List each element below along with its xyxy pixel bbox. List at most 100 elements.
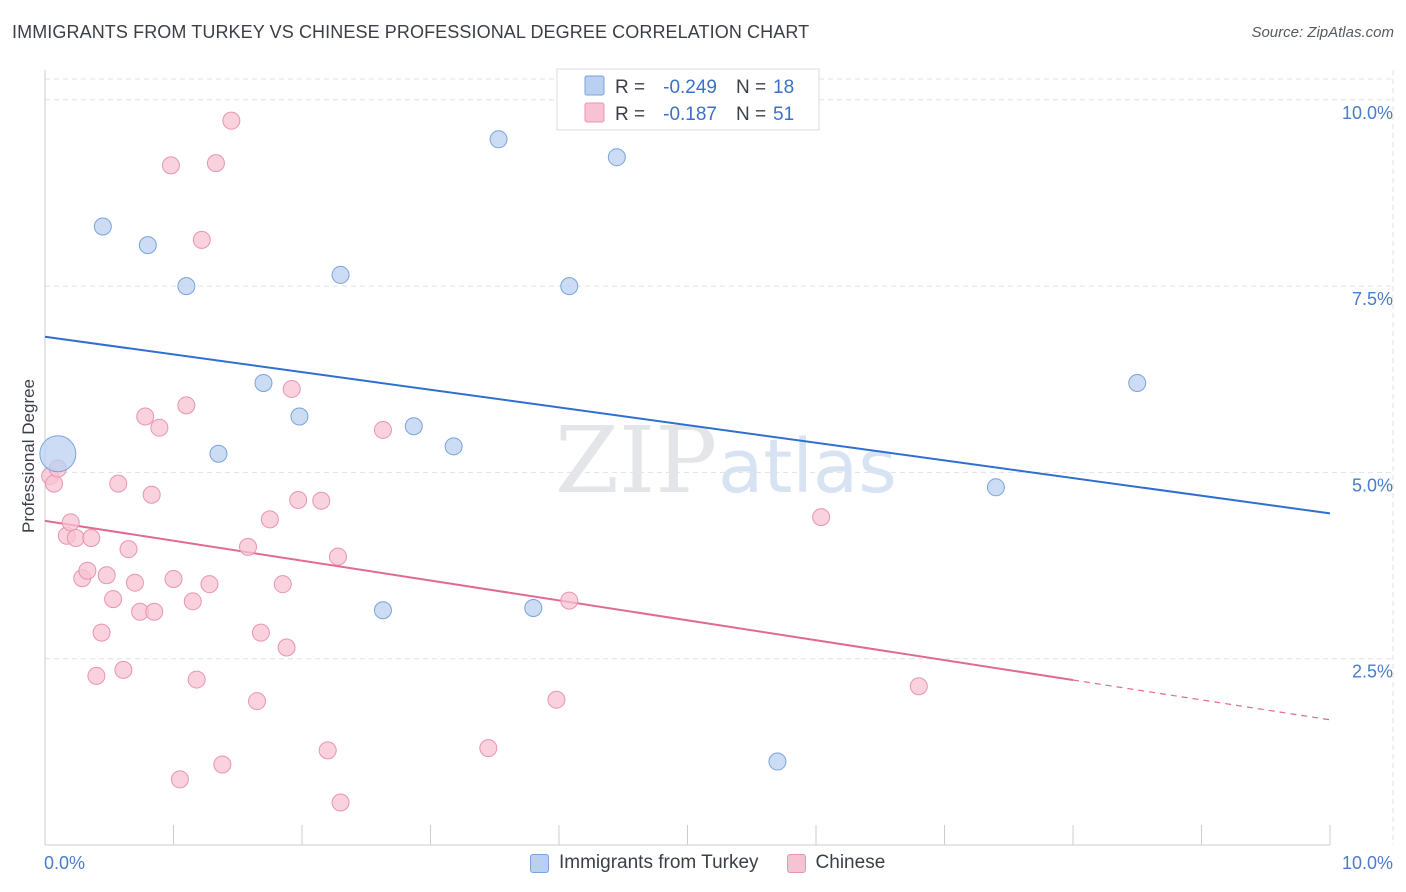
- turkey-point: [404, 417, 423, 436]
- chinese-point: [239, 537, 258, 556]
- x-tick-label-max: 10.0%: [1342, 853, 1393, 873]
- chinese-point: [114, 660, 133, 679]
- chinese-point: [560, 591, 579, 610]
- chinese-point: [150, 418, 169, 437]
- chinese-point: [164, 569, 183, 588]
- turkey-point: [768, 752, 787, 771]
- source-label: Source: ZipAtlas.com: [1251, 24, 1394, 41]
- trend-line-extension-chinese: [1072, 679, 1331, 721]
- chinese-point: [145, 602, 164, 621]
- chinese-point: [187, 670, 206, 689]
- turkey-point: [39, 435, 77, 473]
- legend-swatch-turkey: [584, 75, 605, 96]
- legend-r-turkey: -0.249: [663, 77, 717, 98]
- bottom-legend-label-chinese: Chinese: [815, 852, 886, 873]
- chinese-point: [812, 508, 831, 527]
- legend-swatch-chinese: [584, 102, 605, 123]
- turkey-point: [290, 407, 309, 426]
- y-axis-label: Professional Degree: [19, 379, 38, 533]
- chinese-point: [142, 485, 161, 504]
- turkey-point: [373, 601, 392, 620]
- chinese-point: [213, 755, 232, 774]
- turkey-point: [177, 277, 196, 296]
- chinese-point: [136, 407, 155, 426]
- chinese-point: [251, 623, 270, 642]
- legend-n-label-chinese: N =: [736, 104, 766, 125]
- chinese-point: [373, 420, 392, 439]
- chinese-point: [547, 690, 566, 709]
- chinese-point: [97, 566, 116, 585]
- turkey-point: [331, 265, 350, 284]
- chinese-point: [61, 513, 80, 532]
- bottom-legend-swatch-turkey: [530, 853, 549, 873]
- trend-line-chinese: [44, 519, 1074, 682]
- chinese-point: [192, 230, 211, 249]
- watermark-atlas: atlas: [718, 424, 897, 510]
- grid-lines: [45, 70, 1394, 845]
- chinese-point: [170, 770, 189, 789]
- trend-lines: [44, 335, 1331, 721]
- chinese-point: [479, 739, 498, 758]
- trend-line-turkey: [44, 335, 1331, 515]
- chinese-point: [125, 573, 144, 592]
- turkey-point: [209, 444, 228, 463]
- chinese-point: [206, 154, 225, 173]
- chinese-point: [273, 575, 292, 594]
- chinese-point: [260, 510, 279, 529]
- turkey-point: [489, 130, 508, 149]
- chinese-point: [66, 528, 85, 547]
- chinese-point: [109, 474, 128, 493]
- chinese-point: [177, 396, 196, 415]
- chinese-point: [87, 666, 106, 685]
- chinese-point: [277, 638, 296, 657]
- chinese-point: [183, 592, 202, 611]
- bottom-legend-swatch-chinese: [786, 853, 806, 873]
- chinese-point: [282, 379, 301, 398]
- bottom-legend-label-turkey: Immigrants from Turkey: [559, 852, 759, 873]
- turkey-point: [138, 236, 157, 255]
- legend-n-label-turkey: N =: [736, 77, 766, 98]
- chinese-point: [331, 793, 350, 812]
- watermark-zip: ZIP: [555, 407, 717, 514]
- bottom-legend-turkey: Immigrants from Turkey: [530, 852, 759, 874]
- legend-box: R = -0.249 N = 18 R = -0.187 N = 51: [556, 68, 820, 131]
- y-tick-label: 7.5%: [1352, 289, 1393, 309]
- turkey-point: [254, 373, 273, 392]
- turkey-point: [607, 148, 626, 167]
- legend-n-turkey: 18: [773, 77, 794, 98]
- chinese-point: [104, 590, 123, 609]
- chinese-point: [248, 692, 267, 711]
- chinese-point: [92, 623, 111, 642]
- chinese-point: [222, 111, 241, 130]
- chinese-point: [78, 561, 97, 580]
- turkey-point: [560, 277, 579, 296]
- y-tick-labels: 2.5% 5.0% 7.5% 10.0%: [1342, 103, 1393, 682]
- chinese-point: [312, 491, 331, 510]
- legend-r-chinese: -0.187: [663, 104, 717, 125]
- legend-r-label-chinese: R =: [615, 104, 645, 125]
- chinese-point: [318, 741, 337, 760]
- data-points: [39, 111, 1147, 812]
- chinese-point: [119, 540, 138, 559]
- chart-title: IMMIGRANTS FROM TURKEY VS CHINESE PROFES…: [12, 22, 810, 42]
- turkey-point: [93, 217, 112, 236]
- y-tick-label: 2.5%: [1352, 662, 1393, 682]
- turkey-point: [986, 478, 1005, 497]
- turkey-point: [444, 437, 463, 456]
- y-tick-label: 5.0%: [1352, 475, 1393, 495]
- legend-n-chinese: 51: [773, 104, 794, 125]
- legend-r-label-turkey: R =: [615, 77, 645, 98]
- chinese-point: [909, 677, 928, 696]
- chinese-point: [328, 547, 347, 566]
- chinese-point: [289, 490, 308, 509]
- x-tick-label-min: 0.0%: [44, 853, 85, 873]
- y-tick-label: 10.0%: [1342, 103, 1393, 123]
- bottom-legend: Immigrants from Turkey Chinese: [530, 852, 913, 874]
- chinese-point: [200, 575, 219, 594]
- bottom-legend-chinese: Chinese: [786, 852, 886, 874]
- chinese-point: [161, 156, 180, 175]
- chinese-point: [82, 528, 101, 547]
- chinese-point: [44, 474, 63, 493]
- turkey-point: [1128, 373, 1147, 392]
